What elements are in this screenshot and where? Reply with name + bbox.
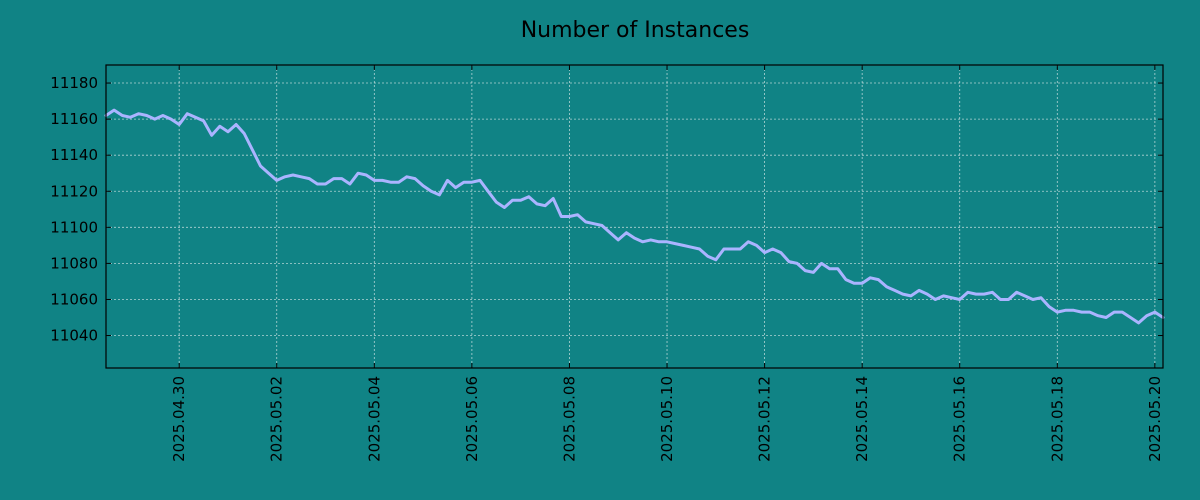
x-tick-label: 2025.04.30 xyxy=(170,376,188,462)
x-tick-label: 2025.05.12 xyxy=(756,376,774,462)
y-tick-label: 11060 xyxy=(50,290,98,308)
y-tick-label: 11040 xyxy=(50,327,98,345)
x-tick-label: 2025.05.08 xyxy=(560,376,578,462)
x-tick-label: 2025.05.02 xyxy=(268,376,286,462)
series-line xyxy=(104,108,1165,325)
y-tick-label: 11180 xyxy=(50,74,98,92)
x-tick-label: 2025.05.20 xyxy=(1146,376,1164,462)
y-tick-label: 11080 xyxy=(50,254,98,272)
x-tick-label: 2025.05.18 xyxy=(1048,376,1066,462)
y-tick-label: 11100 xyxy=(50,218,98,236)
x-tick-label: 2025.05.10 xyxy=(658,376,676,462)
grid-layer xyxy=(106,65,1163,368)
plot-frame xyxy=(105,64,1164,369)
y-tick-label: 11160 xyxy=(50,110,98,128)
y-tick-label: 11140 xyxy=(50,146,98,164)
y-axis: 11040 11060 11080 11100 11120 11140 11160 11180 xyxy=(50,74,1163,345)
chart-title: Number of Instances xyxy=(521,18,750,43)
x-tick-label: 2025.05.04 xyxy=(365,376,383,462)
series-layer xyxy=(104,108,1165,325)
y-tick-label: 11120 xyxy=(50,182,98,200)
x-tick-label: 2025.05.16 xyxy=(951,376,969,462)
x-tick-label: 2025.05.06 xyxy=(463,376,481,462)
x-axis: 2025.04.30 2025.05.02 2025.05.04 2025.05.06… xyxy=(170,65,1164,462)
x-tick-label: 2025.05.14 xyxy=(853,376,871,462)
